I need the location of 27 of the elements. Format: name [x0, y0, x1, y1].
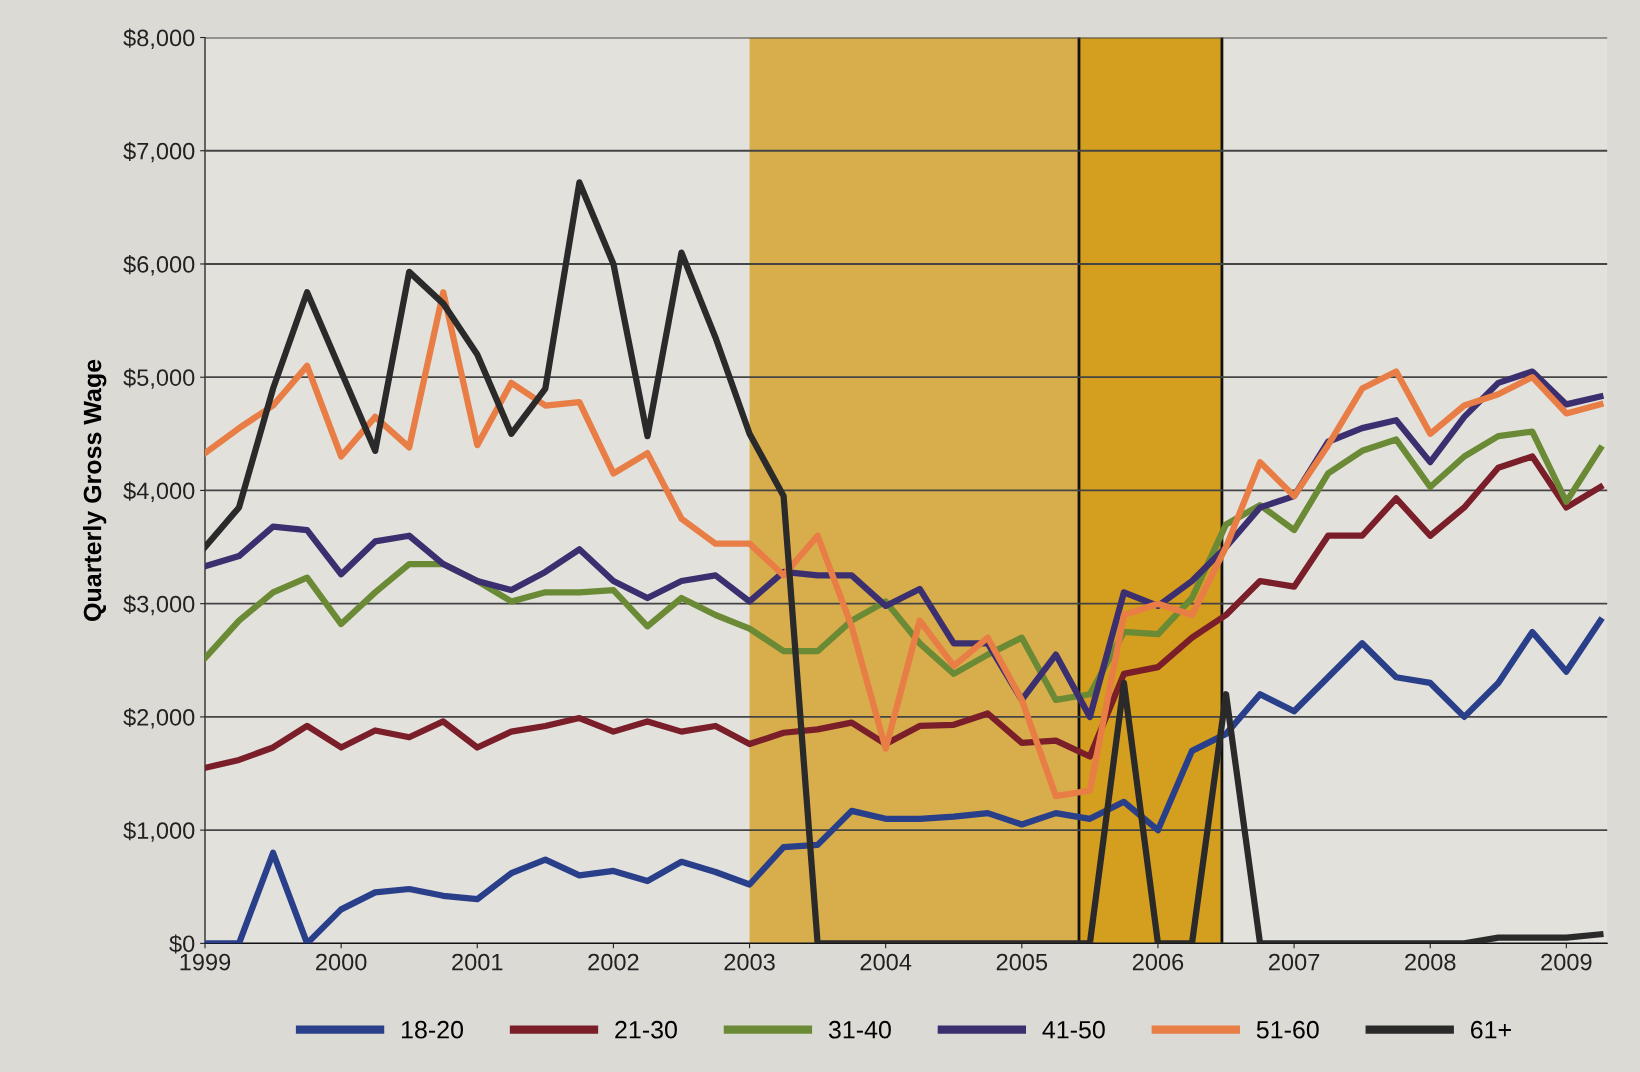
y-tick-label: $2,000 — [123, 707, 195, 729]
y-tick-label: $6,000 — [123, 255, 195, 276]
legend-label: 61+ — [1471, 1020, 1511, 1039]
x-tick-label: 2008 — [1405, 953, 1456, 971]
x-tick-label: 1999 — [180, 953, 231, 971]
x-tick-label: 2000 — [316, 953, 367, 971]
x-tick-label: 2002 — [588, 953, 639, 971]
x-tick-label: 2001 — [452, 953, 503, 971]
y-tick-label: $4,000 — [123, 481, 195, 503]
x-tick-label: 2007 — [1269, 953, 1320, 971]
legend-label: 21-30 — [615, 1020, 677, 1039]
legend-label: 41-50 — [1042, 1020, 1105, 1039]
y-tick-label: $7,000 — [123, 141, 195, 163]
x-tick-label: 2003 — [724, 953, 775, 971]
y-tick-label: $0 — [169, 934, 195, 954]
legend-label: 31-40 — [828, 1020, 891, 1039]
y-tick-label: $3,000 — [123, 594, 195, 616]
x-tick-label: 2005 — [996, 953, 1048, 971]
y-axis-title: Quarterly Gross Wage — [82, 359, 107, 621]
y-tick-label: $8,000 — [123, 28, 195, 50]
y-tick-label: $5,000 — [123, 368, 195, 389]
x-tick-label: 2009 — [1541, 953, 1592, 971]
y-tick-label: $1,000 — [123, 821, 195, 842]
x-tick-label: 2006 — [1132, 953, 1184, 971]
legend-label: 51-60 — [1256, 1020, 1319, 1039]
x-tick-label: 2004 — [860, 953, 912, 971]
legend-label: 18-20 — [401, 1020, 464, 1039]
